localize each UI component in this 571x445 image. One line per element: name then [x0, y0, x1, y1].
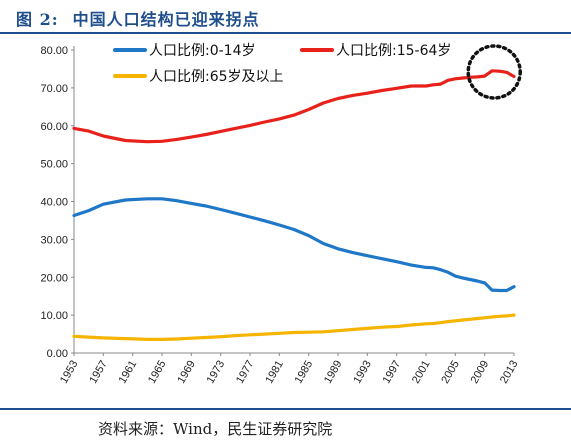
x-tick-label: 1997 — [381, 359, 404, 386]
x-tick-label: 1953 — [58, 359, 81, 386]
source-note: 资料来源：Wind，民生证券研究院 — [98, 420, 333, 438]
x-tick-label: 1965 — [146, 359, 169, 386]
figure-title-text: 中国人口结构已迎来拐点 — [72, 10, 260, 29]
x-tick-label: 2009 — [469, 358, 492, 385]
y-tick-label: 20.00 — [40, 272, 68, 284]
y-tick-label: 50.00 — [40, 159, 68, 171]
x-tick-label: 1993 — [351, 359, 374, 386]
x-tick-label: 1989 — [322, 359, 345, 386]
x-tick-label: 1969 — [175, 359, 198, 386]
figure-title: 图 2: 中国人口结构已迎来拐点 — [14, 6, 260, 30]
y-tick-label: 0.00 — [47, 348, 68, 360]
y-tick-label: 30.00 — [40, 234, 68, 246]
x-tick-label: 2005 — [439, 359, 462, 386]
legend-label-2: 人口比例:65岁及以上 — [149, 69, 284, 85]
population-line-chart: 0.00 10.00 20.00 30.00 40.00 50.00 60.00 70.00 8… — [40, 43, 522, 386]
x-tick-label: 2001 — [410, 359, 433, 386]
series-line-2 — [72, 313, 516, 341]
x-tick-label: 1985 — [293, 359, 316, 386]
y-tick-label: 60.00 — [40, 121, 68, 133]
x-tick-label: 1961 — [117, 359, 140, 386]
x-tick-label: 1977 — [234, 359, 257, 386]
top-rule — [0, 32, 571, 34]
y-tick-label: 10.00 — [40, 310, 68, 322]
legend-label-1: 人口比例:15-64岁 — [336, 43, 451, 59]
series-line-0 — [72, 197, 516, 293]
y-tick-label: 40.00 — [40, 197, 68, 209]
x-tick-label: 1981 — [263, 359, 286, 386]
x-tick-label: 1957 — [87, 359, 110, 386]
peak-annotation-circle — [466, 44, 522, 100]
x-tick-label: 2013 — [498, 359, 521, 386]
y-tick-label: 80.00 — [40, 45, 68, 57]
x-tick-label: 1973 — [205, 359, 228, 386]
bottom-rule — [0, 408, 571, 410]
legend-label-0: 人口比例:0-14岁 — [149, 43, 256, 59]
figure-label: 图 2: — [16, 10, 59, 29]
y-tick-label: 70.00 — [40, 83, 68, 95]
series-line-1 — [72, 69, 516, 144]
